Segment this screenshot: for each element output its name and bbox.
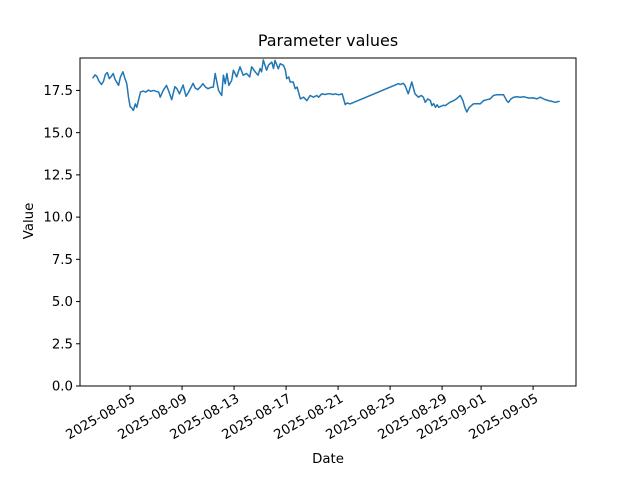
chart-title: Parameter values (258, 31, 398, 50)
y-axis-label: Value (22, 203, 37, 240)
y-tick-label: 5.0 (52, 295, 73, 310)
y-tick-label: 0.0 (52, 380, 73, 395)
y-tick-label: 12.5 (43, 168, 73, 183)
y-tick-label: 15.0 (43, 126, 73, 141)
y-tick-label: 17.5 (43, 84, 73, 99)
y-tick-label: 10.0 (43, 211, 73, 226)
series-line (92, 59, 560, 113)
axes-frame (79, 57, 577, 387)
plot-area: 0.02.55.07.510.012.515.017.52025-08-0520… (43, 57, 577, 443)
y-tick-label: 7.5 (52, 253, 73, 268)
y-tick-label: 2.5 (52, 337, 73, 352)
x-axis-label: Date (312, 452, 344, 467)
